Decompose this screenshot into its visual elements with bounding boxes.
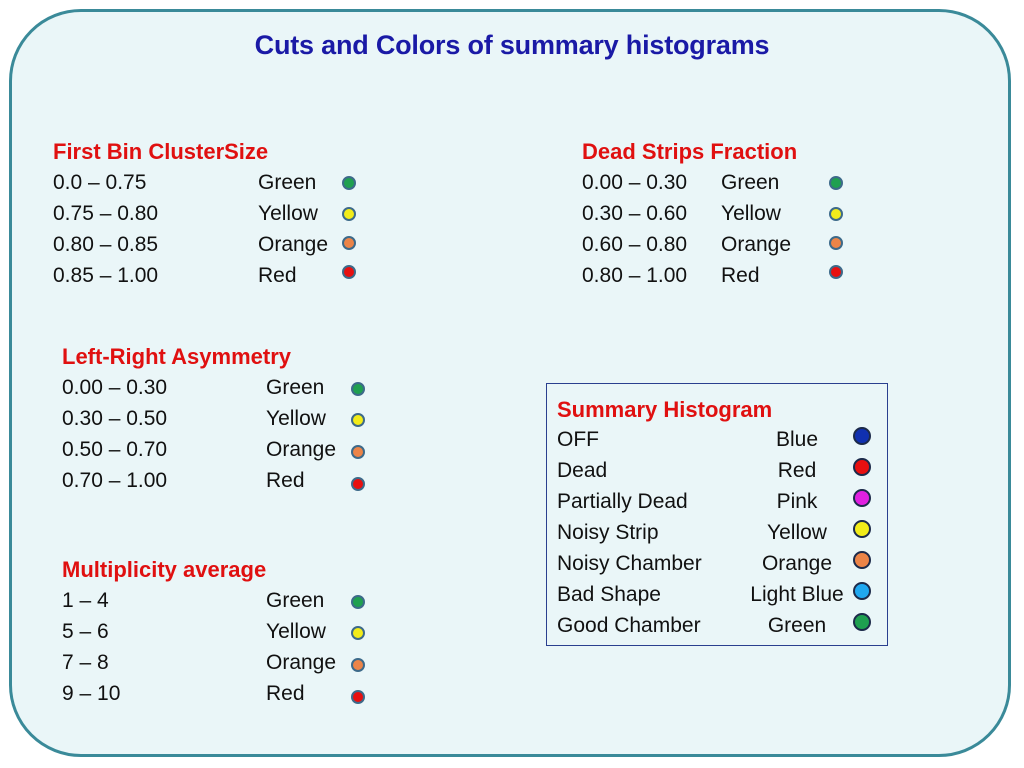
color-dot-icon: [351, 690, 365, 704]
cut-row: 0.60 – 0.80 Orange: [582, 229, 843, 260]
color-name: Red: [777, 459, 817, 482]
color-dot-icon: [342, 265, 356, 279]
color-dot-icon: [853, 458, 871, 476]
summary-label: Bad Shape: [557, 583, 661, 606]
group-multiplicity-average: Multiplicity average 1 – 4 Green 5 – 6 Y…: [62, 554, 365, 709]
cut-range: 5 – 6: [62, 620, 109, 643]
color-name: Green: [721, 171, 780, 194]
color-name: Red: [258, 264, 297, 287]
cut-range: 0.80 – 1.00: [582, 264, 688, 287]
color-dot-icon: [351, 595, 365, 609]
color-name: Yellow: [767, 521, 827, 544]
cut-row: 0.75 – 0.80 Yellow: [53, 198, 356, 229]
color-name: Red: [266, 682, 305, 705]
cut-range: 0.50 – 0.70: [62, 438, 168, 461]
cut-range: 0.00 – 0.30: [582, 171, 688, 194]
cut-range: 0.0 – 0.75: [53, 171, 147, 194]
summary-label: Noisy Chamber: [557, 552, 702, 575]
color-dot-icon: [829, 207, 843, 221]
color-dot-icon: [351, 626, 365, 640]
color-name: Pink: [776, 490, 818, 513]
cut-range: 0.60 – 0.80: [582, 233, 688, 256]
color-dot-icon: [853, 427, 871, 445]
group-title: First Bin ClusterSize: [53, 139, 269, 164]
cut-row: 0.00 – 0.30 Green: [582, 167, 843, 198]
color-dot-icon: [342, 236, 356, 250]
color-name: Yellow: [258, 202, 318, 225]
color-name: Red: [266, 469, 305, 492]
color-name: Green: [767, 614, 827, 637]
group-left-right-asymmetry: Left-Right Asymmetry 0.00 – 0.30 Green 0…: [62, 341, 365, 496]
summary-label: OFF: [557, 428, 599, 451]
group-title: Left-Right Asymmetry: [62, 344, 291, 369]
cut-row: 7 – 8 Orange: [62, 647, 365, 678]
cut-row: 0.00 – 0.30 Green: [62, 372, 365, 403]
color-dot-icon: [351, 382, 365, 396]
color-name: Orange: [258, 233, 329, 256]
cut-row: 0.80 – 0.85 Orange: [53, 229, 356, 260]
summary-label: Dead: [557, 459, 608, 482]
cut-row: 5 – 6 Yellow: [62, 616, 365, 647]
cut-range: 7 – 8: [62, 651, 109, 674]
cut-range: 0.30 – 0.50: [62, 407, 168, 430]
color-dot-icon: [351, 445, 365, 459]
summary-title: Summary Histogram: [557, 397, 773, 422]
color-dot-icon: [853, 551, 871, 569]
cut-row: 0.80 – 1.00 Red: [582, 260, 843, 291]
color-name: Green: [266, 589, 325, 612]
cut-range: 0.30 – 0.60: [582, 202, 688, 225]
cut-row: 0.30 – 0.50 Yellow: [62, 403, 365, 434]
cut-range: 0.75 – 0.80: [53, 202, 159, 225]
cut-row: 0.30 – 0.60 Yellow: [582, 198, 843, 229]
color-name: Orange: [761, 552, 833, 575]
color-dot-icon: [351, 658, 365, 672]
page-title: Cuts and Colors of summary histograms: [254, 30, 770, 60]
cut-row: 0.70 – 1.00 Red: [62, 465, 365, 496]
color-name: Yellow: [721, 202, 781, 225]
color-dot-icon: [342, 207, 356, 221]
color-dot-icon: [342, 176, 356, 190]
cut-range: 1 – 4: [62, 589, 109, 612]
color-dot-icon: [829, 176, 843, 190]
color-dot-icon: [853, 520, 871, 538]
color-dot-icon: [853, 489, 871, 507]
summary-label: Good Chamber: [557, 614, 701, 637]
cut-row: 1 – 4 Green: [62, 585, 365, 616]
cut-range: 9 – 10: [62, 682, 121, 705]
cut-range: 0.00 – 0.30: [62, 376, 168, 399]
cut-range: 0.85 – 1.00: [53, 264, 159, 287]
group-first-bin-clustersize: First Bin ClusterSize 0.0 – 0.75 Green 0…: [53, 136, 356, 291]
cut-row: 0.0 – 0.75 Green: [53, 167, 356, 198]
group-title: Dead Strips Fraction: [582, 139, 798, 164]
color-name: Red: [721, 264, 760, 287]
cut-range: 0.80 – 0.85: [53, 233, 159, 256]
color-name: Blue: [775, 428, 819, 451]
color-name: Orange: [721, 233, 792, 256]
color-name: Yellow: [266, 620, 326, 643]
cut-row: 0.50 – 0.70 Orange: [62, 434, 365, 465]
color-name: Green: [266, 376, 325, 399]
color-dot-icon: [351, 477, 365, 491]
cut-row: 0.85 – 1.00 Red: [53, 260, 356, 291]
color-dot-icon: [829, 265, 843, 279]
color-name: Orange: [266, 651, 337, 674]
cut-row: 9 – 10 Red: [62, 678, 365, 709]
color-dot-icon: [853, 613, 871, 631]
color-dot-icon: [853, 582, 871, 600]
group-dead-strips-fraction: Dead Strips Fraction 0.00 – 0.30 Green 0…: [582, 136, 843, 291]
color-dot-icon: [351, 413, 365, 427]
color-name: Yellow: [266, 407, 326, 430]
summary-label: Noisy Strip: [557, 521, 659, 544]
color-name: Light Blue: [750, 583, 844, 606]
summary-label: Partially Dead: [557, 490, 688, 513]
color-dot-icon: [829, 236, 843, 250]
group-title: Multiplicity average: [62, 557, 267, 582]
color-name: Orange: [266, 438, 337, 461]
summary-histogram-box: Summary Histogram OFF Blue Dead Red Part…: [546, 383, 888, 646]
cut-range: 0.70 – 1.00: [62, 469, 168, 492]
color-name: Green: [258, 171, 317, 194]
